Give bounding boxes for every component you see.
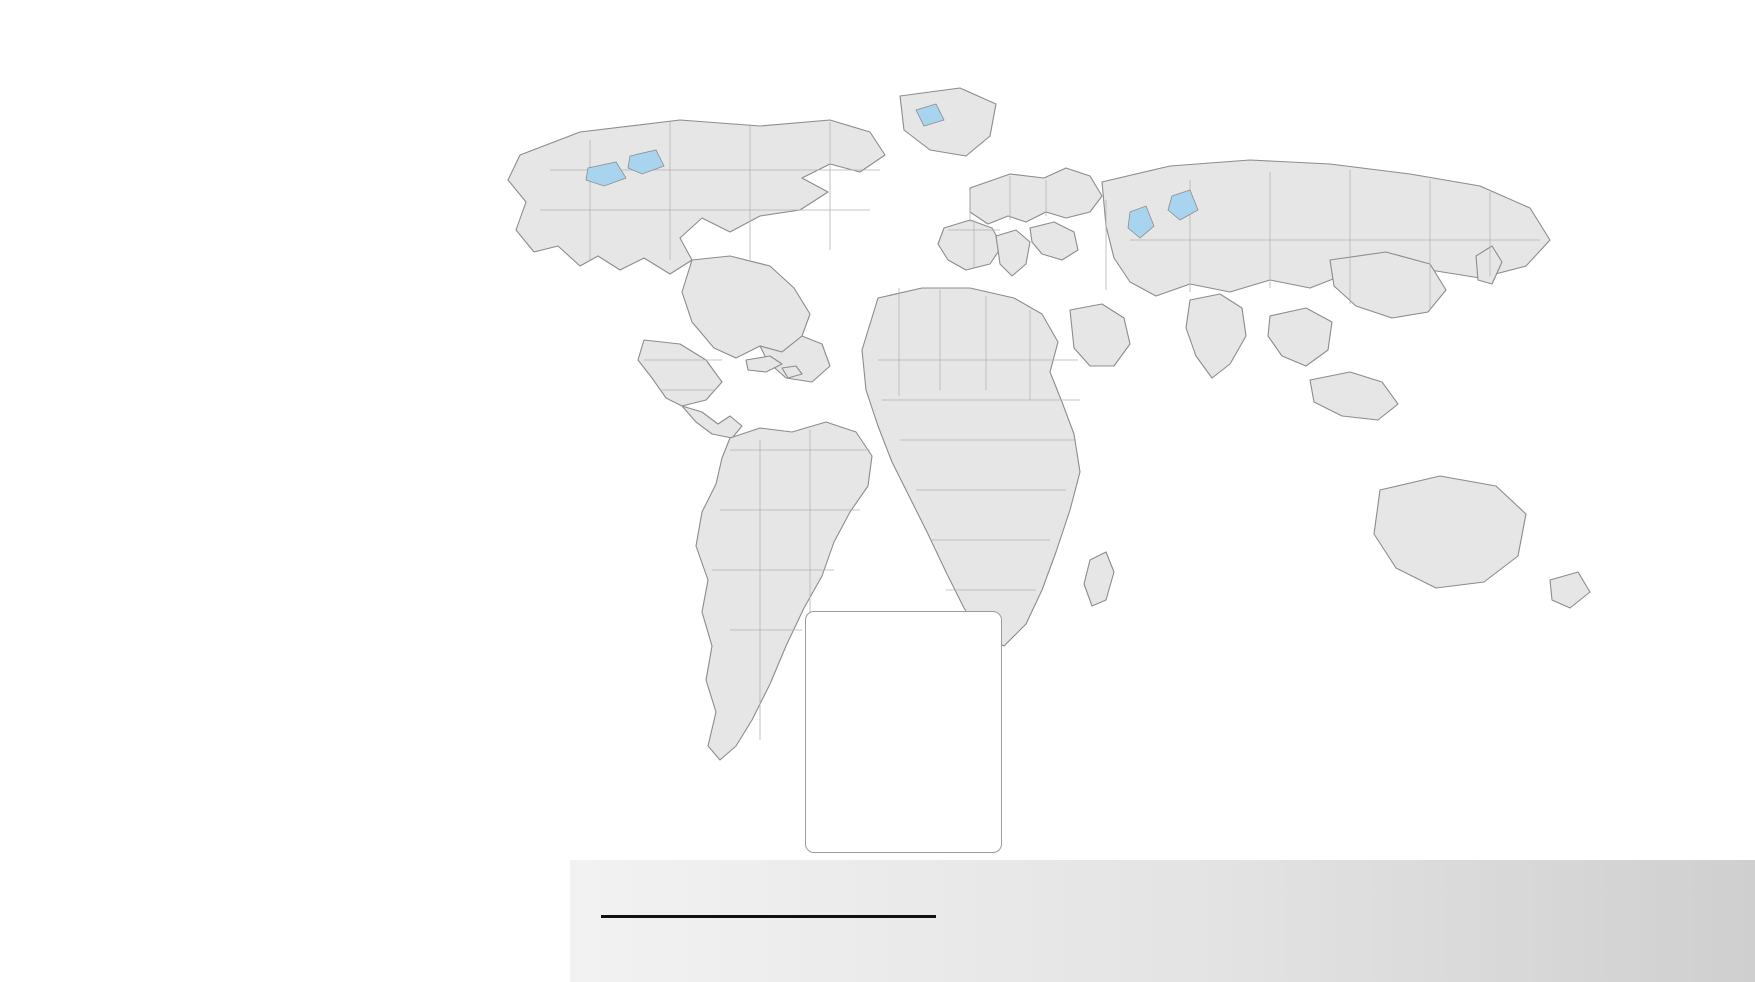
footer-band xyxy=(570,860,1755,982)
bubble-scale-legend xyxy=(585,862,965,970)
donut-chart xyxy=(837,689,969,821)
world-map xyxy=(507,87,1591,761)
scale-connector-line xyxy=(601,915,936,918)
donut-center-value xyxy=(837,689,969,821)
bar-chart-panel xyxy=(0,0,430,982)
map-panel xyxy=(430,0,1755,982)
donut-chart-card xyxy=(805,611,1002,853)
